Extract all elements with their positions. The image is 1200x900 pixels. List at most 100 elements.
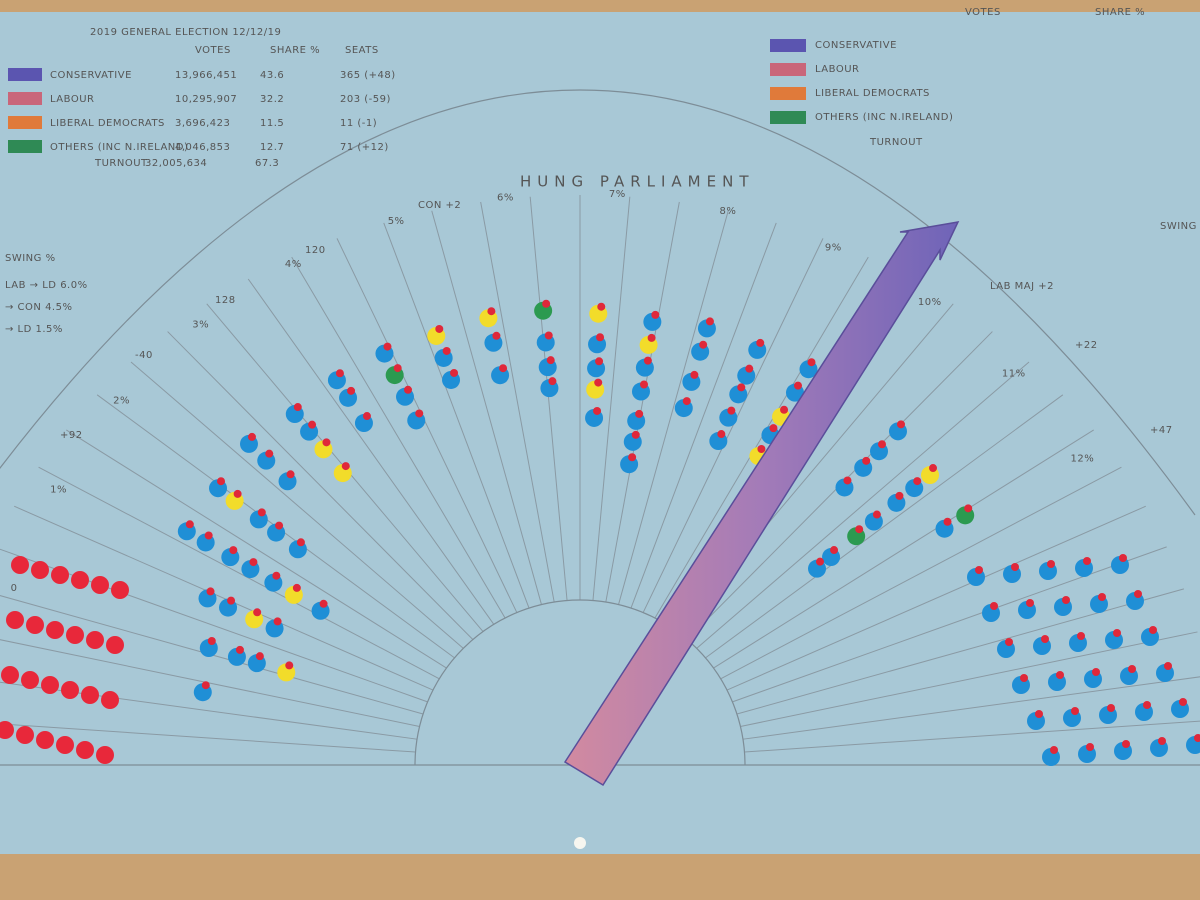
fan-ray [167,331,474,640]
pin-head [1143,701,1151,709]
pin-head [341,462,350,471]
pin-head [895,491,904,500]
pin-head [548,377,557,386]
swing-row: → LD 1.5% [5,324,63,335]
percent-label: 9% [825,242,842,253]
pin-head [1011,563,1019,571]
pin-head [319,599,328,608]
table-cell: 11.5 [260,118,284,129]
party-swatch [770,87,806,100]
pin-head [46,621,64,639]
table-cell: 4,046,853 [175,142,230,153]
fan-ray [720,466,1122,680]
percent-label: 3% [192,319,209,330]
pin-head [31,561,49,579]
pin-head [596,333,605,342]
fan-ray [592,196,631,601]
pin-head [635,409,644,418]
fan-ray [291,256,506,619]
turnout-cell: 32,005,634 [145,158,207,169]
pin-head [542,299,551,308]
fan [0,89,1200,766]
pin-head [11,556,29,574]
fan-labels: 0 1% 2% 3% 4% 5% 6% 7% 8% 9% 10% 11% 12% +92 -40 128 120… [11,189,1173,594]
party-swatch [8,92,42,105]
table-title: 2019 GENERAL ELECTION 12/12/19 [90,27,281,38]
fan-ray [630,222,777,609]
fan-ray [0,595,424,715]
fan-ray [654,256,869,619]
table-cell: 43.6 [260,70,284,81]
legend-label: LIBERAL DEMOCRATS [815,88,930,99]
fan-ray [66,429,447,669]
pin-head [204,531,213,540]
party-swatch [770,111,806,124]
pin-head [807,358,816,367]
number-label: +47 [1150,425,1173,436]
fan-ray [605,201,680,603]
legend-label: LABOUR [815,64,859,75]
pin-head [76,741,94,759]
fan-ray [742,676,1200,740]
pin-head [929,464,938,473]
party-name: LIBERAL DEMOCRATS [50,118,165,129]
pin-head [690,370,699,379]
pin-head [943,517,952,526]
fan-ray [642,238,824,613]
fan-arc [0,89,1196,516]
fan-ray [726,505,1146,691]
pin-head [990,602,998,610]
percent-label: 10% [918,297,942,308]
party-swatch [8,68,42,81]
pin-head [51,566,69,584]
pin-head [862,456,871,465]
pin-head [265,449,274,458]
pin-head [492,331,501,340]
pin-head [896,420,905,429]
pin-head [26,616,44,634]
percent-label: 1% [50,484,67,495]
number-label: -40 [135,350,153,361]
column-header: SHARE % [270,45,320,56]
party-swatch [770,39,806,52]
pin-head [756,338,765,347]
pin-head [631,430,640,439]
legend-label: CONSERVATIVE [815,40,897,51]
pin-head [793,381,802,390]
fan-ray [744,720,1200,753]
pin-head [647,333,656,342]
swing-title: SWING % [5,253,56,264]
pin-head [727,406,736,415]
fan-ray [713,429,1094,669]
fan-ray [0,723,416,753]
pin-head [757,445,766,454]
swing-row: → CON 4.5% [5,302,72,313]
pin-head [1122,740,1130,748]
fan-ray [618,210,729,605]
pin [574,837,586,849]
results-table: VOTES SHARE % SEATS CONSERVATIVE 13,966,451 4… [8,45,395,169]
pin-head [1005,638,1013,646]
pin-head [41,676,59,694]
pin-head [16,726,34,744]
number-label: +22 [1075,340,1098,351]
pin-head [286,470,295,479]
table-cell: 203 (-59) [340,94,391,105]
pin-head [1047,560,1055,568]
pin-head [296,538,305,547]
pin-head [682,397,691,406]
pin-head [347,386,356,395]
pin-head [487,307,496,316]
legend: VOTES SHARE % CONSERVATIVE LABOUR LIBERAL DE… [770,7,1145,148]
fan-ray [732,546,1167,703]
pin-head [878,440,887,449]
pin-head [1056,671,1064,679]
table-cell: 71 (+12) [340,142,389,153]
pin-head [975,566,983,574]
pin-head [227,596,236,605]
pin-head [272,571,281,580]
pin-head [249,558,258,567]
pin-head [1026,599,1034,607]
fan-ray [696,361,1030,649]
